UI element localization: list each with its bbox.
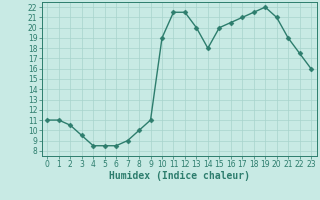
- X-axis label: Humidex (Indice chaleur): Humidex (Indice chaleur): [109, 171, 250, 181]
